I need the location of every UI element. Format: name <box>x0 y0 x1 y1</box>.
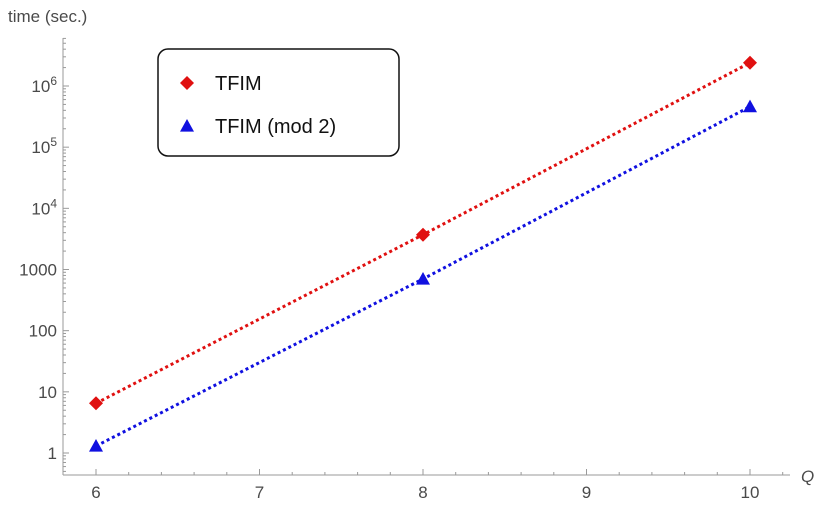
y-axis-title: time (sec.) <box>8 7 87 26</box>
y-tick-label: 100 <box>29 322 57 341</box>
x-tick-label: 10 <box>741 483 760 502</box>
data-point <box>89 439 103 452</box>
y-tick-label: 104 <box>31 196 57 218</box>
legend-marker <box>180 76 194 90</box>
series-layer <box>89 55 757 452</box>
data-point <box>416 271 430 285</box>
series-2 <box>89 99 757 452</box>
y-tick-label: 1 <box>48 444 57 463</box>
data-point <box>89 396 103 411</box>
data-point <box>743 99 757 113</box>
legend-box <box>157 48 400 157</box>
y-tick-label: 1000 <box>19 261 57 280</box>
y-tick-label: 106 <box>31 74 57 96</box>
axes: 6 7 8 9 10 1 10 100 1000 104 105 106 time (sec.) Q <box>8 7 814 502</box>
x-tick-label: 8 <box>418 483 427 502</box>
x-tick-label: 9 <box>582 483 591 502</box>
data-point <box>416 227 430 242</box>
data-point <box>743 55 757 70</box>
series-1 <box>89 55 757 411</box>
legend-marker <box>180 119 194 132</box>
legend: TFIM TFIM (mod 2) <box>157 48 400 157</box>
legend-label: TFIM <box>215 73 262 95</box>
x-axis-title: Q <box>801 467 814 486</box>
x-tick-label: 7 <box>255 483 264 502</box>
x-tick-label: 6 <box>91 483 100 502</box>
legend-label: TFIM (mod 2) <box>215 116 336 138</box>
y-tick-label: 10 <box>38 383 57 402</box>
y-tick-label: 105 <box>31 135 57 157</box>
